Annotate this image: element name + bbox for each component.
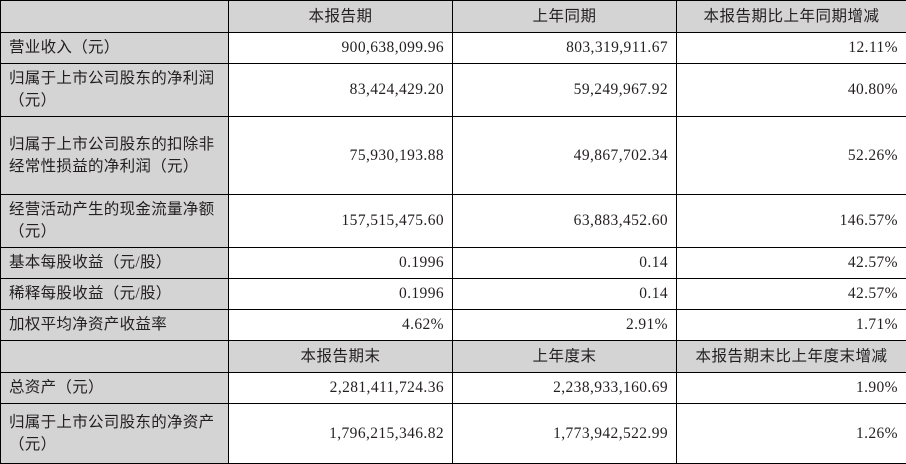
row-label-weighted-roe: 加权平均净资产收益率 xyxy=(1,310,229,341)
table-row: 营业收入（元） 900,638,099.96 803,319,911.67 12… xyxy=(1,33,906,64)
header-current-period: 本报告期 xyxy=(229,1,453,33)
row-label-basic-eps: 基本每股收益（元/股） xyxy=(1,248,229,279)
value-diluted-eps-current: 0.1996 xyxy=(229,279,453,310)
value-net-profit-deducted-change: 52.26% xyxy=(677,117,906,195)
value-operating-revenue-current: 900,638,099.96 xyxy=(229,33,453,64)
value-net-profit-deducted-previous: 49,867,702.34 xyxy=(453,117,677,195)
value-diluted-eps-previous: 0.14 xyxy=(453,279,677,310)
table-row: 归属于上市公司股东的扣除非经常性损益的净利润（元） 75,930,193.88 … xyxy=(1,117,906,195)
value-weighted-roe-change: 1.71% xyxy=(677,310,906,341)
table-row: 稀释每股收益（元/股） 0.1996 0.14 42.57% xyxy=(1,279,906,310)
value-weighted-roe-previous: 2.91% xyxy=(453,310,677,341)
value-operating-cash-flow-previous: 63,883,452.60 xyxy=(453,195,677,248)
value-net-assets-attributable-current: 1,796,215,346.82 xyxy=(229,404,453,464)
value-net-profit-attributable-change: 40.80% xyxy=(677,64,906,117)
value-basic-eps-change: 42.57% xyxy=(677,248,906,279)
header-period-end-change: 本报告期末比上年度末增减 xyxy=(677,341,906,373)
row-label-operating-cash-flow: 经营活动产生的现金流量净额（元） xyxy=(1,195,229,248)
value-total-assets-change: 1.90% xyxy=(677,373,906,404)
value-operating-revenue-change: 12.11% xyxy=(677,33,906,64)
header-prior-year-same-period: 上年同期 xyxy=(453,1,677,33)
table-row: 经营活动产生的现金流量净额（元） 157,515,475.60 63,883,4… xyxy=(1,195,906,248)
value-basic-eps-previous: 0.14 xyxy=(453,248,677,279)
row-label-net-assets-attributable: 归属于上市公司股东的净资产（元） xyxy=(1,404,229,464)
table-row: 归属于上市公司股东的净资产（元） 1,796,215,346.82 1,773,… xyxy=(1,404,906,464)
table-row: 归属于上市公司股东的净利润（元） 83,424,429.20 59,249,96… xyxy=(1,64,906,117)
table-row: 总资产（元） 2,281,411,724.36 2,238,933,160.69… xyxy=(1,373,906,404)
row-label-net-profit-attributable: 归属于上市公司股东的净利润（元） xyxy=(1,64,229,117)
header-yoy-change: 本报告期比上年同期增减 xyxy=(677,1,906,33)
value-weighted-roe-current: 4.62% xyxy=(229,310,453,341)
value-net-profit-attributable-current: 83,424,429.20 xyxy=(229,64,453,117)
value-operating-cash-flow-current: 157,515,475.60 xyxy=(229,195,453,248)
value-basic-eps-current: 0.1996 xyxy=(229,248,453,279)
value-diluted-eps-change: 42.57% xyxy=(677,279,906,310)
header-end-of-current-period: 本报告期末 xyxy=(229,341,453,373)
header-corner-cell-2 xyxy=(1,341,229,373)
value-total-assets-previous: 2,238,933,160.69 xyxy=(453,373,677,404)
header-end-of-prior-year: 上年度末 xyxy=(453,341,677,373)
value-operating-cash-flow-change: 146.57% xyxy=(677,195,906,248)
value-net-assets-attributable-previous: 1,773,942,522.99 xyxy=(453,404,677,464)
financial-summary-table-container: 本报告期 上年同期 本报告期比上年同期增减 营业收入（元） 900,638,09… xyxy=(0,0,906,453)
header-corner-cell xyxy=(1,1,229,33)
section-one-header-row: 本报告期 上年同期 本报告期比上年同期增减 xyxy=(1,1,906,33)
value-total-assets-current: 2,281,411,724.36 xyxy=(229,373,453,404)
row-label-net-profit-deducted-nonrecurring: 归属于上市公司股东的扣除非经常性损益的净利润（元） xyxy=(1,117,229,195)
section-two-header-row: 本报告期末 上年度末 本报告期末比上年度末增减 xyxy=(1,341,906,373)
value-net-profit-deducted-current: 75,930,193.88 xyxy=(229,117,453,195)
value-net-assets-attributable-change: 1.26% xyxy=(677,404,906,464)
row-label-total-assets: 总资产（元） xyxy=(1,373,229,404)
row-label-operating-revenue: 营业收入（元） xyxy=(1,33,229,64)
value-operating-revenue-previous: 803,319,911.67 xyxy=(453,33,677,64)
table-row: 基本每股收益（元/股） 0.1996 0.14 42.57% xyxy=(1,248,906,279)
value-net-profit-attributable-previous: 59,249,967.92 xyxy=(453,64,677,117)
table-row: 加权平均净资产收益率 4.62% 2.91% 1.71% xyxy=(1,310,906,341)
row-label-diluted-eps: 稀释每股收益（元/股） xyxy=(1,279,229,310)
